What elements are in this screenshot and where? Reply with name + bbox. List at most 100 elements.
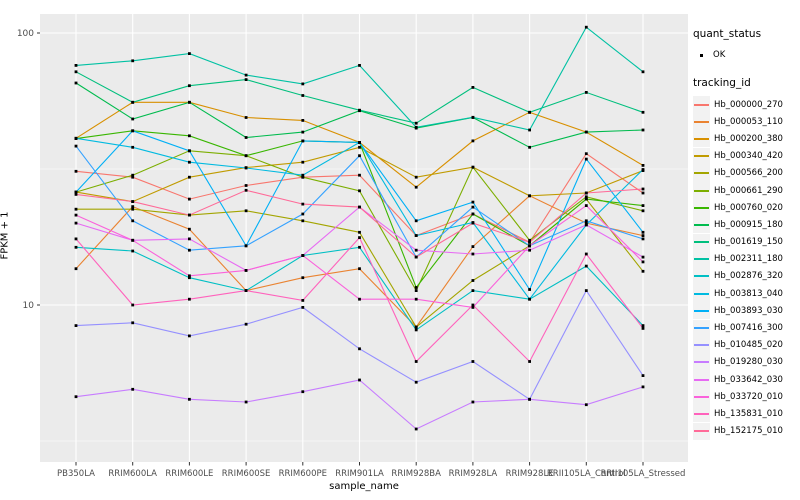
data-point [528,110,531,114]
line-key-icon [693,130,710,148]
data-point [641,187,645,191]
data-point [131,200,135,203]
legend-item-Hb_003813_040: Hb_003813_040 [693,285,799,303]
data-point [244,289,248,292]
data-point [244,188,248,192]
data-point [244,269,248,272]
data-point [584,195,588,199]
data-point [528,288,531,291]
data-point [244,136,248,139]
data-point [528,360,531,363]
data-point [301,254,305,257]
legend-item-label: Hb_000661_290 [714,185,783,196]
data-point [471,115,475,119]
data-point [188,175,191,179]
data-point [641,324,645,327]
data-point [641,237,645,241]
legend-item-Hb_000661_290: Hb_000661_290 [693,182,799,200]
data-point [188,197,191,201]
data-point [74,207,78,211]
data-point [74,213,78,217]
data-point [301,299,305,302]
legend-item-Hb_135831_010: Hb_135831_010 [693,405,799,423]
data-point [358,145,361,149]
legend-item-label: Hb_000000_270 [714,99,783,110]
data-point [641,269,645,273]
x-tick-label: RRIM901LA [335,469,384,479]
x-tick-label: RRIM600SE [222,469,271,479]
legend-item-Hb_000053_110: Hb_000053_110 [693,113,799,131]
data-point [131,100,135,104]
data-point [188,213,191,217]
data-point [584,221,588,225]
legend-item-Hb_000340_420: Hb_000340_420 [693,147,799,165]
data-point [244,322,248,326]
data-point [301,219,305,223]
data-point [641,374,645,377]
data-point [301,173,305,177]
data-point [358,173,361,177]
data-point [358,267,361,271]
legend-item-label: Hb_135831_010 [714,408,783,419]
data-point [584,25,588,29]
x-axis-title: sample_name [329,481,399,492]
data-point [641,191,645,195]
data-point [74,245,78,249]
data-point [584,403,588,407]
data-point [584,91,588,94]
data-point [301,212,305,216]
data-point [471,245,475,248]
data-point [414,255,418,259]
data-point [471,289,475,292]
data-point [131,117,135,121]
line-key-icon [693,233,710,251]
data-point [414,185,418,189]
data-point [471,252,475,256]
data-point [244,209,248,213]
data-point [528,297,531,301]
data-point [131,387,135,391]
data-point [188,149,191,153]
legend-item-label: Hb_000566_200 [714,168,783,179]
x-tick-label: RRIM928LE [506,469,554,479]
data-point [641,230,645,234]
data-point [74,70,78,74]
x-tick-label: PB350LA [57,469,95,479]
data-point [471,306,475,309]
data-point [584,252,588,256]
line-key-icon [693,302,710,320]
data-point [641,255,645,259]
data-point [74,144,78,148]
data-point [301,82,305,86]
legend-item-label: Hb_000053_110 [714,116,783,127]
legend-item-label: Hb_033720_010 [714,391,783,402]
data-point [641,385,645,389]
legend-item-label: Hb_002876_320 [714,271,783,282]
data-point [641,110,645,114]
data-point [131,129,135,133]
data-point [528,397,531,401]
data-point [584,191,588,195]
data-point [414,289,418,292]
data-point [584,130,588,134]
data-point [528,240,531,244]
data-point [584,289,588,292]
legend-item-Hb_010485_020: Hb_010485_020 [693,336,799,354]
data-point [244,78,248,81]
data-point [471,303,475,307]
data-point [641,168,645,171]
line-key-icon [693,164,710,182]
data-point [188,134,191,138]
data-point [244,73,248,77]
legend-item-label: Hb_000340_420 [714,151,783,162]
data-point [414,297,418,301]
data-point [471,221,475,225]
data-point [244,166,248,170]
data-point [74,193,78,196]
legend-quant-label: OK [713,50,726,60]
line-key-icon [693,388,710,406]
line-key-icon [693,422,710,440]
data-point [74,81,78,85]
data-point [131,249,135,253]
data-point [471,86,475,89]
